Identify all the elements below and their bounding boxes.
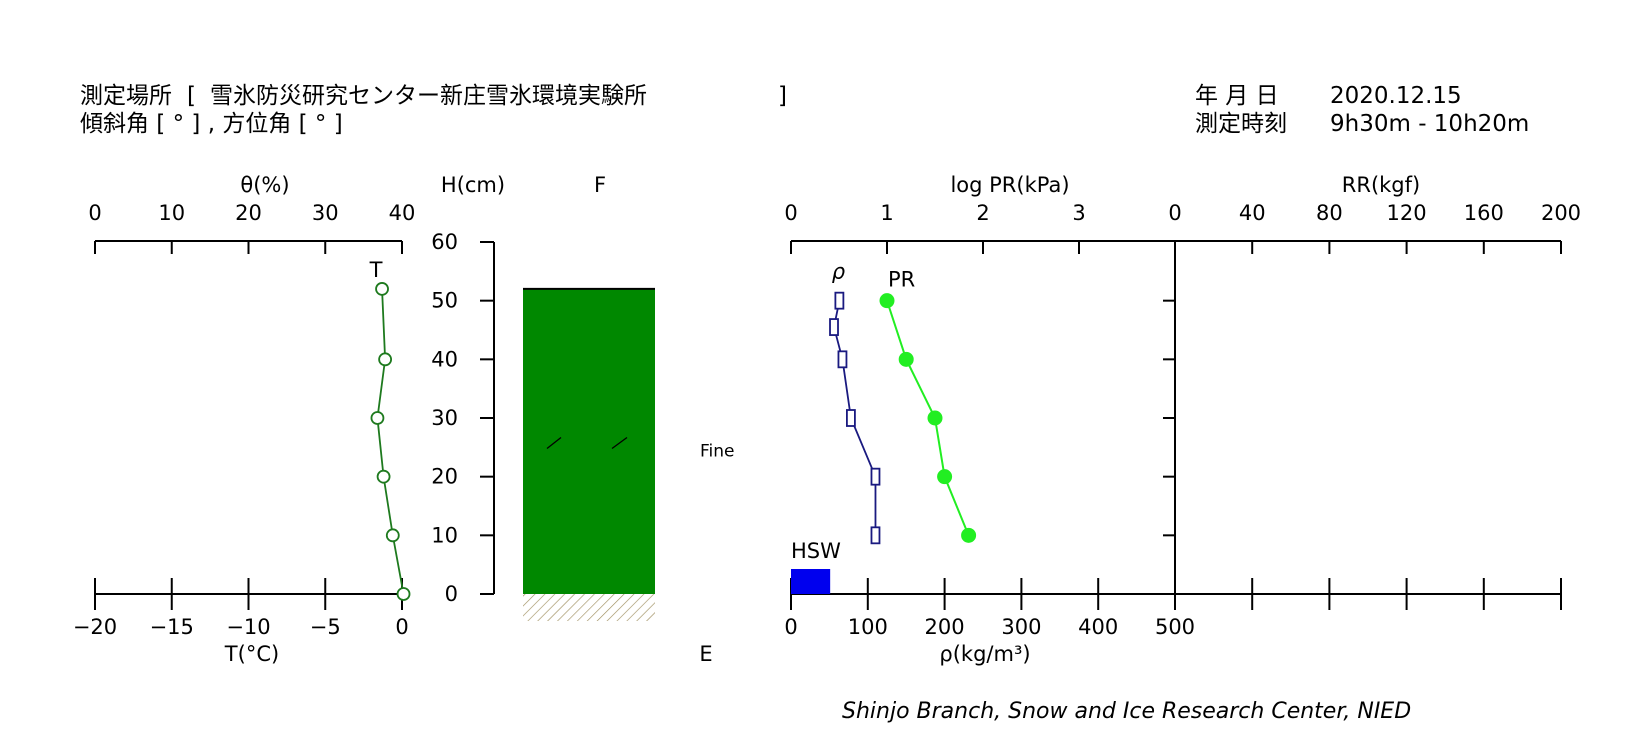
pr-point [879, 293, 895, 309]
pr-tick-label: 3 [1072, 201, 1085, 225]
temperature-tick-label: −20 [73, 615, 117, 639]
temperature-point [396, 587, 411, 601]
temperature-tick-label: −10 [226, 615, 270, 639]
pr-tick-label: 2 [976, 201, 989, 225]
density-series-label: ρ [832, 260, 846, 284]
pr-point [927, 410, 943, 426]
location-bracket-close: ] [778, 83, 787, 109]
temperature-tick-label: −5 [310, 615, 341, 639]
rr-tick-label: 160 [1464, 201, 1504, 225]
hsw-bar [791, 569, 831, 594]
temperature-point [370, 411, 385, 425]
grain-type-label: Fine [700, 441, 735, 461]
hsw-label: HSW [791, 539, 841, 563]
height-axis-label: H(cm) [441, 173, 505, 197]
height-axis: 60 50 40 30 20 10 0 [431, 230, 495, 606]
location-bracket-open: [ [187, 83, 196, 109]
temperature-point [376, 469, 391, 484]
pr-point [937, 469, 953, 485]
density-point [834, 291, 845, 310]
date-label: 年 月 日 [1195, 83, 1279, 109]
theta-tick-label: 40 [389, 201, 416, 225]
rr-axis-label: RR(kgf) [1342, 173, 1420, 197]
temperature-panel: 0 10 20 30 40 −20 −15 −10 −5 0 T [73, 201, 416, 639]
density-pr-panel: 0 1 2 3 0 40 80 120 160 200 0 100 200 300 400 500 HSW ρ PR [784, 201, 1581, 639]
density-tick-label: 200 [925, 615, 965, 639]
temperature-tick-label: 0 [395, 615, 408, 639]
temperature-point [375, 282, 389, 296]
credit-line: Shinjo Branch, Snow and Ice Research Cen… [842, 699, 1411, 724]
temperature-axis-label: T(°C) [224, 642, 279, 666]
height-tick-label: 50 [431, 289, 458, 313]
pr-tick-label: 1 [880, 201, 893, 225]
rr-tick-label: 80 [1316, 201, 1343, 225]
density-point [837, 350, 848, 369]
location-label: 測定場所 [80, 83, 172, 109]
temperature-series-label: T [369, 258, 383, 282]
pr-point [898, 351, 914, 367]
time-label: 測定時刻 [1195, 111, 1287, 137]
rr-tick-label: 40 [1239, 201, 1266, 225]
snow-layer [523, 288, 655, 594]
time-value: 9h30m - 10h20m [1330, 111, 1529, 137]
layer-e-label: E [699, 642, 712, 666]
rr-tick-label: 0 [1168, 201, 1181, 225]
height-tick-label: 10 [431, 523, 458, 547]
theta-tick-label: 30 [312, 201, 339, 225]
pr-point [961, 527, 977, 543]
density-tick-label: 500 [1155, 615, 1195, 639]
theta-axis-label: θ(%) [240, 173, 289, 197]
grain-shape-symbol [546, 436, 562, 449]
height-tick-label: 40 [431, 347, 458, 371]
pr-axis-label: log PR(kPa) [950, 173, 1069, 197]
theta-tick-label: 20 [235, 201, 262, 225]
temperature-point [385, 528, 400, 543]
height-tick-label: 30 [431, 406, 458, 430]
rr-tick-label: 200 [1541, 201, 1581, 225]
density-tick-label: 300 [1001, 615, 1041, 639]
height-tick-label: 60 [431, 230, 458, 254]
density-point [870, 467, 881, 486]
theta-tick-label: 0 [88, 201, 101, 225]
grain-shape-header: F [594, 173, 606, 197]
temperature-series-line [376, 288, 405, 595]
density-tick-label: 100 [848, 615, 888, 639]
date-value: 2020.12.15 [1330, 83, 1462, 109]
ground-hatch [523, 594, 655, 621]
grain-shape-symbol [611, 436, 628, 449]
temperature-tick-label: −15 [150, 615, 194, 639]
density-point [870, 526, 881, 545]
pr-tick-label: 0 [784, 201, 797, 225]
density-point [829, 318, 839, 336]
location-value: 雪氷防災研究センター新庄雪氷環境実験所 [210, 83, 647, 109]
density-tick-label: 400 [1078, 615, 1118, 639]
pr-series-label: PR [888, 268, 915, 292]
snow-layer-column: Fine [523, 287, 735, 621]
density-tick-label: 0 [784, 615, 797, 639]
height-tick-label: 20 [431, 465, 458, 489]
theta-tick-label: 10 [158, 201, 185, 225]
density-axis-label: ρ(kg/m³) [939, 642, 1030, 666]
height-tick-label: 0 [445, 582, 458, 606]
temperature-point [378, 352, 393, 367]
slope-azimuth-line: 傾斜角 [ ° ] , 方位角 [ ° ] [80, 111, 343, 137]
rr-tick-label: 120 [1387, 201, 1427, 225]
density-point [846, 409, 856, 427]
